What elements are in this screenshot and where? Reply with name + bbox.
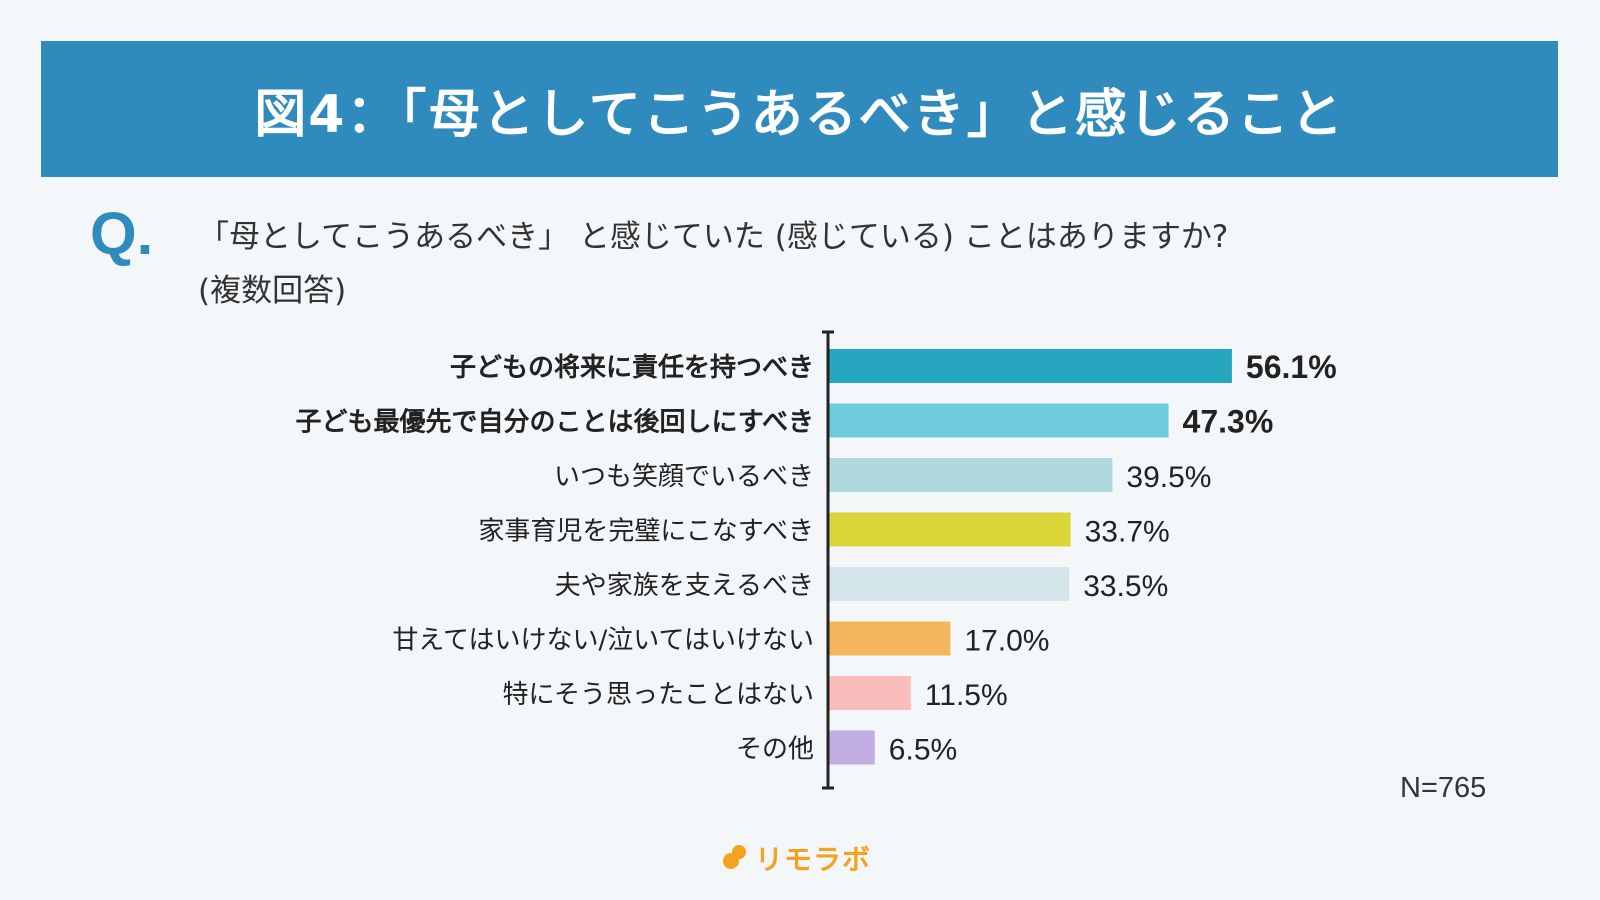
category-label-4: 家事育児を完璧にこなすべき <box>478 517 814 547</box>
category-label-7: 特にそう思ったことはない <box>503 680 814 710</box>
bar-1 <box>828 349 1232 383</box>
category-label-1: 子どもの将来に責任を持つべき <box>450 353 814 383</box>
category-label-8: その他 <box>736 735 814 765</box>
sample-size-label: N=765 <box>1400 772 1487 804</box>
value-label-8: 6.5% <box>889 734 957 767</box>
category-label-5: 夫や家族を支えるべき <box>555 571 814 601</box>
bar-8 <box>828 730 875 765</box>
value-label-2: 47.3% <box>1183 404 1274 440</box>
value-label-7: 11.5% <box>925 679 1008 712</box>
logo-text: リモラボ <box>755 843 872 876</box>
value-label-5: 33.5% <box>1083 570 1168 603</box>
category-label-6: 甘えてはいけない/泣いてはいけない <box>392 626 814 656</box>
category-label-2: 子ども最優先で自分のことは後回しにすべき <box>296 407 814 438</box>
question-line-2: (複数回答) <box>198 273 347 309</box>
question-mark: Q. <box>90 200 154 267</box>
question-line-1: 「母としてこうあるべき」 と感じていた (感じている) ことはありますか? <box>198 219 1229 255</box>
bar-5 <box>828 567 1070 601</box>
bar-7 <box>828 676 911 710</box>
chart-title: 図4：「母としてこうあるべき」と感じること <box>254 84 1345 145</box>
value-label-6: 17.0% <box>964 625 1049 658</box>
value-label-3: 39.5% <box>1126 461 1211 494</box>
title-banner: 図4：「母としてこうあるべき」と感じること <box>41 41 1558 177</box>
bar-2 <box>828 403 1169 438</box>
question-text: 「母としてこうあるべき」 と感じていた (感じている) ことはありますか? (複… <box>198 210 1498 318</box>
category-label-3: いつも笑顔でいるべき <box>554 462 814 492</box>
value-label-4: 33.7% <box>1085 516 1170 549</box>
bar-3 <box>828 458 1113 492</box>
bar-6 <box>828 621 951 656</box>
value-label-1: 56.1% <box>1246 349 1337 385</box>
bar-4 <box>828 512 1071 547</box>
brand-logo: リモラボ <box>723 838 871 878</box>
logo-dots-icon <box>723 845 749 871</box>
